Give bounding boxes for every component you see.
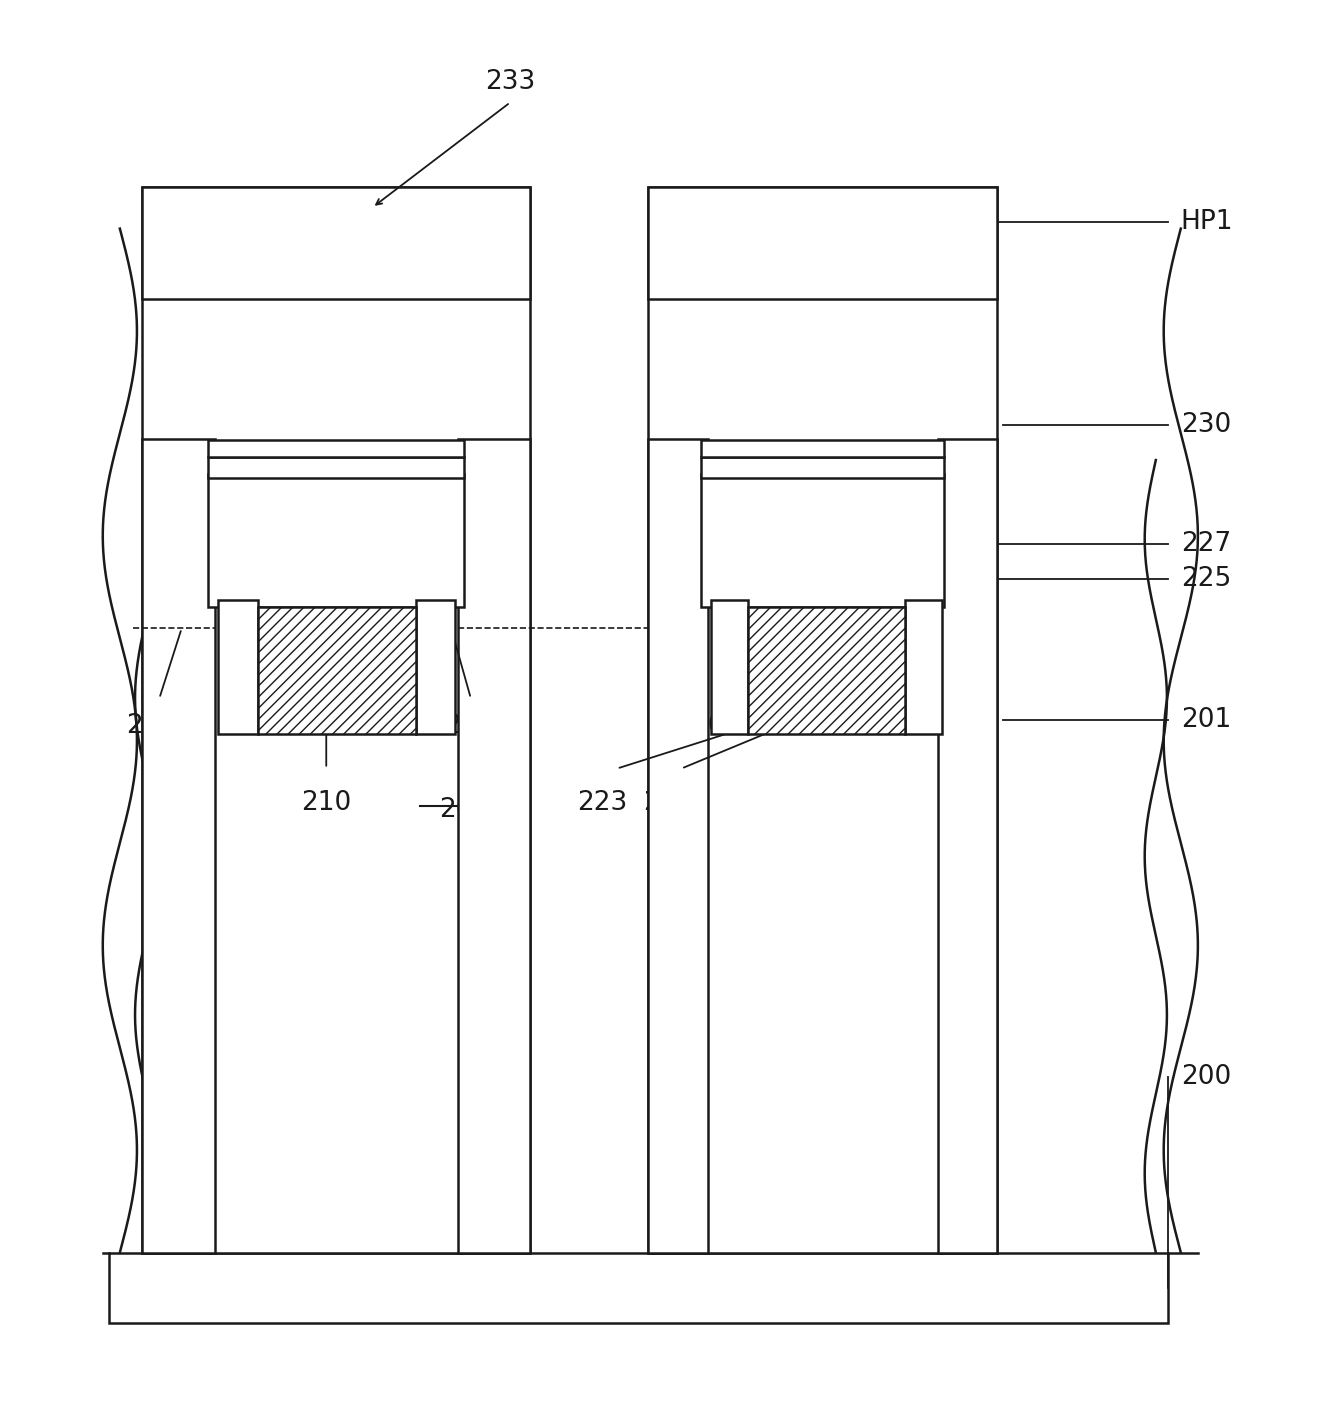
Bar bbox=[142, 186, 531, 1253]
Bar bbox=[701, 457, 945, 478]
Text: 200: 200 bbox=[1181, 1064, 1230, 1091]
Text: 205: 205 bbox=[643, 790, 693, 816]
Text: 207b: 207b bbox=[691, 713, 758, 738]
Bar bbox=[208, 457, 464, 478]
Text: 203: 203 bbox=[439, 797, 490, 823]
Bar bbox=[458, 439, 531, 1253]
Bar bbox=[208, 440, 464, 457]
Bar bbox=[749, 607, 905, 734]
Bar bbox=[110, 1253, 1168, 1322]
Text: 207a: 207a bbox=[445, 713, 511, 738]
Bar bbox=[701, 474, 945, 607]
Bar bbox=[648, 186, 996, 1253]
Text: 223: 223 bbox=[577, 790, 627, 816]
Text: 210: 210 bbox=[302, 790, 352, 816]
Bar bbox=[905, 600, 942, 734]
Bar bbox=[142, 439, 214, 1253]
Text: 207b: 207b bbox=[126, 713, 193, 738]
Bar bbox=[701, 440, 945, 457]
Text: 227: 227 bbox=[1181, 531, 1230, 557]
Text: HP1: HP1 bbox=[1181, 209, 1233, 234]
Bar bbox=[415, 600, 455, 734]
Text: 201: 201 bbox=[1181, 707, 1230, 732]
Text: 233: 233 bbox=[486, 69, 536, 96]
Text: 225: 225 bbox=[1181, 566, 1230, 593]
Bar bbox=[648, 186, 996, 299]
Text: 230: 230 bbox=[1181, 412, 1230, 437]
Bar bbox=[712, 600, 749, 734]
Bar bbox=[208, 474, 464, 607]
Bar bbox=[258, 607, 415, 734]
Bar bbox=[142, 186, 531, 299]
Bar bbox=[648, 439, 708, 1253]
Bar bbox=[218, 600, 258, 734]
Bar bbox=[938, 439, 996, 1253]
